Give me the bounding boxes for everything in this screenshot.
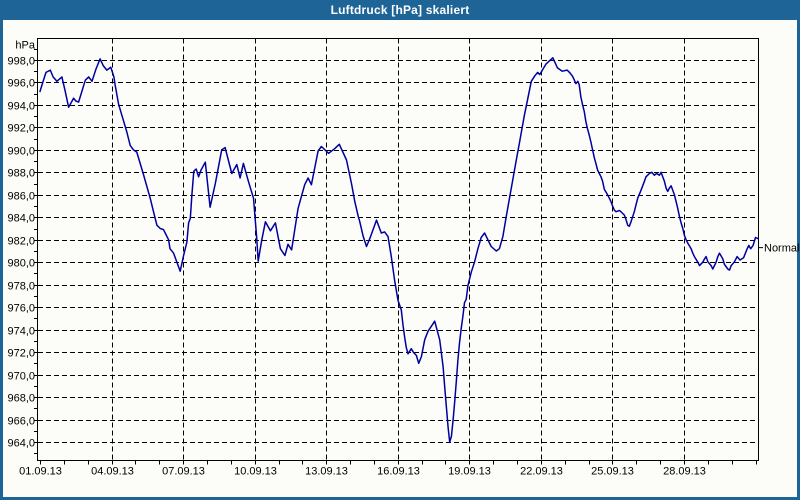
y-tick-label: 974,0 xyxy=(7,326,35,338)
y-tick-label: 982,0 xyxy=(7,236,35,248)
x-tick-label: 04.09.13 xyxy=(91,466,134,478)
y-tick-label: 990,0 xyxy=(7,146,35,158)
y-tick-label: 986,0 xyxy=(7,191,35,203)
y-tick-label: 976,0 xyxy=(7,303,35,315)
window-titlebar[interactable]: Luftdruck [hPa] skaliert xyxy=(0,0,800,20)
x-tick-label: 13.09.13 xyxy=(305,466,348,478)
y-tick-label: 992,0 xyxy=(7,123,35,135)
plot-frame xyxy=(37,38,759,461)
x-tick-label: 19.09.13 xyxy=(448,466,491,478)
x-tick-label: 22.09.13 xyxy=(520,466,563,478)
y-tick-label: 970,0 xyxy=(7,371,35,383)
y-tick-label: 996,0 xyxy=(7,78,35,90)
pressure-series-line xyxy=(39,57,759,443)
y-tick-label: 994,0 xyxy=(7,101,35,113)
window-title: Luftdruck [hPa] skaliert xyxy=(330,3,470,17)
y-tick-label: 966,0 xyxy=(7,416,35,428)
normal-label: Normal xyxy=(764,243,799,255)
x-tick-label: 16.09.13 xyxy=(377,466,420,478)
y-tick-label: 972,0 xyxy=(7,348,35,360)
y-axis-unit-label: hPa xyxy=(15,40,35,52)
x-tick-label: 28.09.13 xyxy=(663,466,706,478)
y-tick-label: 998,0 xyxy=(7,56,35,68)
x-tick-label: 25.09.13 xyxy=(591,466,634,478)
x-tick-label: 01.09.13 xyxy=(19,466,62,478)
y-tick-label: 964,0 xyxy=(7,438,35,450)
y-tick-label: 988,0 xyxy=(7,168,35,180)
y-tick-label: 980,0 xyxy=(7,258,35,270)
chart-area xyxy=(3,20,797,497)
x-tick-label: 10.09.13 xyxy=(234,466,277,478)
y-tick-label: 968,0 xyxy=(7,393,35,405)
y-tick-label: 978,0 xyxy=(7,281,35,293)
y-tick-label: 984,0 xyxy=(7,213,35,225)
x-tick-label: 07.09.13 xyxy=(162,466,205,478)
